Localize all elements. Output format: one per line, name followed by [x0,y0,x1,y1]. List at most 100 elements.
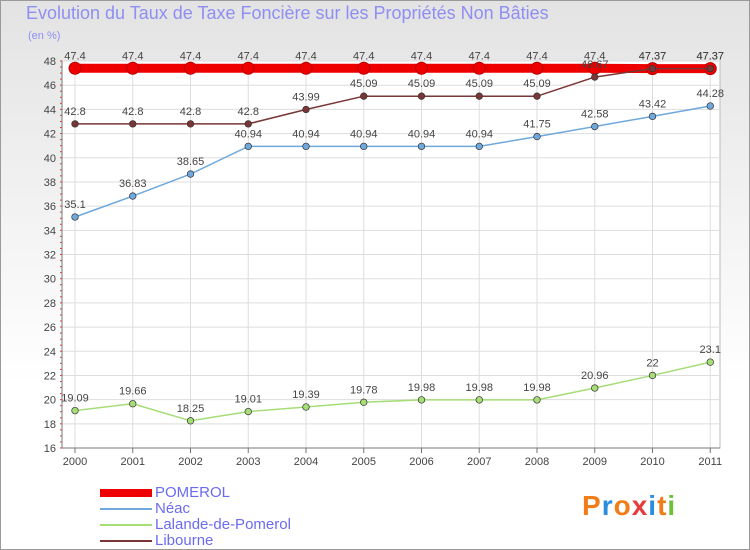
data-label: 47.4 [526,50,547,62]
y-tick-label: 46 [44,80,56,92]
data-label: 19.78 [350,384,378,396]
data-point [360,398,368,406]
series-layer [68,61,717,425]
legend-swatch [100,489,152,497]
data-point [530,61,544,75]
axes: 16 18 20 22 24 26 28 30 32 34 36 38 40 42 44 46 48 2000 20… [44,56,722,468]
data-point [302,142,310,151]
data-label: 41.75 [523,119,551,131]
data-label: 47.37 [696,51,724,63]
data-label: 47.37 [639,51,667,63]
data-point [706,358,714,366]
x-tick-label: 2003 [236,456,260,468]
data-label: 45.09 [523,78,551,90]
data-label: 40.94 [234,128,262,140]
y-tick-label: 34 [44,225,56,237]
data-point [533,396,541,404]
y-tick-label: 26 [44,322,56,334]
data-point [591,384,599,392]
data-point [415,61,428,75]
data-point [244,407,252,416]
data-point [68,61,82,75]
y-tick-label: 38 [44,177,56,189]
data-label: 47.4 [238,50,259,62]
data-point [71,213,79,221]
data-point [302,403,310,411]
legend-label: Lalande-de-Pomerol [155,516,291,533]
data-point [244,142,252,151]
data-label: 47.4 [64,50,85,62]
series-line-2 [74,361,711,422]
x-tick-label: 2005 [352,456,376,468]
y-tick-label: 28 [44,298,56,310]
legend-label: Néac [155,500,191,517]
data-label: 46.67 [581,59,609,71]
y-tick-label: 36 [44,201,56,213]
data-label: 47.4 [122,50,143,62]
data-point [360,92,368,100]
data-label: 43.42 [639,98,667,110]
data-label: 19.98 [523,382,551,394]
data-point [241,61,255,75]
data-point [475,92,483,100]
data-label: 47.4 [353,50,374,62]
data-label: 43.99 [292,91,320,103]
series-line-1 [74,105,711,218]
data-label: 35.1 [64,199,85,211]
y-tick-label: 22 [44,370,56,382]
x-tick-label: 2004 [294,456,318,468]
x-tick-label: 2009 [583,456,607,468]
data-point [533,132,541,141]
data-point [706,102,714,110]
data-point [475,396,483,404]
data-label: 45.09 [465,78,493,90]
data-point [126,61,140,75]
data-label: 42.8 [122,106,143,118]
data-label: 36.83 [119,178,147,190]
logo-letter: i [667,490,677,521]
y-tick-label: 40 [44,153,56,165]
data-point [648,112,657,121]
legend-swatch [100,508,152,510]
legend-label: Libourne [155,532,214,549]
legend-swatch [100,540,152,542]
x-tick-label: 2000 [63,456,87,468]
data-label: 47.37 [639,51,667,63]
data-label: 18.25 [177,403,205,415]
x-tick-label: 2001 [121,456,145,468]
logo-letter: r [601,490,614,521]
data-label: 40.94 [408,128,436,140]
data-label: 19.66 [119,386,147,398]
y-tick-label: 32 [44,250,56,262]
data-point [71,406,79,415]
data-point [302,105,310,114]
x-tick-label: 2006 [409,456,433,468]
data-point [184,61,197,75]
chart-title: Evolution du Taux de Taxe Foncière sur l… [26,3,549,23]
data-label: 19.98 [465,382,493,394]
data-point [244,120,252,128]
data-label: 19.09 [61,393,89,405]
y-tick-label: 48 [44,56,56,68]
data-point [472,61,486,75]
logo-letter: o [613,490,632,521]
data-point [129,400,137,408]
data-label: 42.8 [238,106,259,118]
data-point [475,142,483,151]
data-point [186,170,195,178]
series-line-3 [75,67,711,125]
data-point [129,192,137,200]
y-tick-label: 16 [44,443,56,455]
y-tick-label: 30 [44,274,56,286]
data-label: 40.94 [465,128,493,140]
y-tick-label: 20 [44,395,56,407]
data-label: 23.1 [700,344,721,356]
y-tick-label: 44 [44,104,56,116]
data-label: 42.58 [581,109,609,121]
logo-letter: P [582,490,602,521]
data-label: 47.4 [180,50,201,62]
data-label: 45.09 [350,78,378,90]
data-point [648,64,657,73]
data-point [533,92,541,100]
